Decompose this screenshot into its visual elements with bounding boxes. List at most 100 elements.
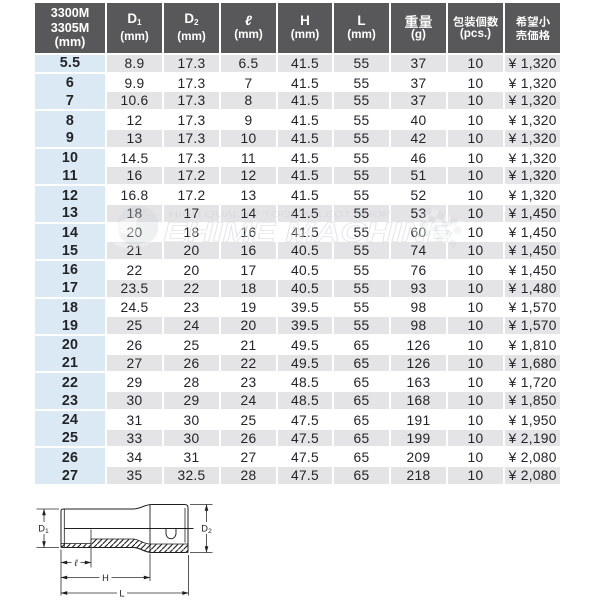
cell-h-row5: 41.5: [278, 129, 334, 149]
cell-weight-row4: 40: [391, 111, 448, 130]
cell-size-row13: 17: [35, 279, 107, 299]
cell-size-row7: 11: [35, 167, 107, 187]
cell-d2-row4: 17.3: [164, 111, 221, 130]
cell-len-row9: 55: [334, 204, 391, 224]
cell-price-row18: ¥ 1,720: [508, 375, 557, 391]
cell-weight-row6: 46: [391, 148, 448, 168]
cell-pack-row13: 10: [448, 279, 505, 299]
l-dim-label: ℓ: [73, 558, 77, 568]
cell-h-row20: 47.5: [278, 410, 334, 430]
cell-h-row23: 47.5: [278, 467, 334, 486]
cell-size-row11: 15: [35, 242, 107, 262]
cell-weight-row3: 37: [391, 92, 448, 112]
model-number: 3300M: [50, 5, 90, 20]
cell-pack-row20: 10: [448, 410, 505, 430]
cell-weight-row11: 74: [391, 242, 448, 262]
cell-price-row20: ¥ 1,950: [508, 412, 557, 428]
cell-d1-row22: 34: [107, 448, 164, 468]
cell-len-row8: 55: [334, 186, 391, 205]
cell-len-row14: 55: [334, 298, 391, 318]
cell-l-row4: 9: [221, 111, 278, 130]
cell-h-row13: 40.5: [278, 279, 334, 299]
cell-d2-row6: 17.3: [164, 148, 221, 168]
cell-h-row4: 41.5: [278, 111, 334, 130]
cell-d2-row18: 28: [164, 373, 221, 393]
cell-weight-row8: 52: [391, 186, 448, 205]
col-header-weight: (g): [391, 3, 448, 55]
cell-d2-row2: 17.3: [164, 73, 221, 93]
cell-len-row7: 55: [334, 167, 391, 187]
col-header-d1: D1 (mm): [107, 3, 164, 55]
cell-len-row20: 65: [334, 410, 391, 430]
retail-price-kanji-1: [515, 15, 550, 27]
cell-price-row13: ¥ 1,480: [505, 279, 561, 299]
col-header-size: 3300M 3305M (mm): [35, 3, 107, 55]
retail-price-kanji-glyphs-2: [515, 29, 550, 41]
spec-table: 3300M 3305M (mm) D1 (mm) D2 (mm) ℓ (mm) …: [35, 3, 561, 486]
cell-size-row3: 7: [35, 92, 107, 112]
cell-price-row5: ¥ 1,320: [505, 129, 561, 149]
cell-h-row3: 41.5: [278, 92, 334, 112]
cell-h-row1: 41.5: [278, 55, 334, 74]
d2-symbol: D2: [184, 10, 199, 27]
cell-l-row16: 21: [221, 336, 278, 355]
cell-size-row14: 18: [35, 298, 107, 318]
col-header-h: H (mm): [278, 3, 334, 55]
h-dim-label: H: [102, 573, 109, 583]
cell-price-row19: ¥ 1,850: [505, 392, 561, 411]
cell-len-row19: 65: [334, 392, 391, 411]
cell-h-row11: 40.5: [278, 242, 334, 262]
cell-d2-row23: 32.5: [164, 467, 221, 486]
cell-size-row22: 26: [35, 448, 107, 468]
cell-len-row23: 65: [334, 467, 391, 486]
cell-price-row21: ¥ 2,190: [505, 429, 561, 449]
cell-l-row19: 24: [221, 392, 278, 411]
cell-size-row6: 10: [35, 148, 107, 168]
retail-price-kanji-glyphs-1: [515, 15, 550, 27]
cell-weight-row19: 168: [391, 392, 448, 411]
table-body: 5.5 8.9 17.3 6.5 41.5 55 37 10 ¥ 1,320 6 9.9 17.3 7 4…: [35, 55, 561, 486]
col-header-d2: D2 (mm): [164, 3, 221, 55]
cell-d2-row13: 22: [164, 279, 221, 299]
cell-len-row17: 65: [334, 354, 391, 374]
ball-hole: [165, 528, 177, 540]
cell-h-row14: 39.5: [278, 298, 334, 318]
cell-size-row21: 25: [35, 429, 107, 449]
cell-price-row8: ¥ 1,320: [508, 188, 557, 203]
cell-size-row20: 24: [35, 410, 107, 430]
cell-d2-row5: 17.3: [164, 129, 221, 149]
cell-d1-row16: 26: [107, 336, 164, 355]
cell-pack-row21: 10: [448, 429, 505, 449]
cell-d2-row15: 24: [164, 317, 221, 337]
cell-price-row3: ¥ 1,320: [505, 92, 561, 112]
cell-size-row1: 5.5: [35, 55, 107, 74]
cell-pack-row15: 10: [448, 317, 505, 337]
col-header-l-depth: ℓ (mm): [221, 3, 278, 55]
package-quantity-kanji-glyphs: [453, 15, 498, 27]
cell-weight-row18: 163: [391, 373, 448, 393]
cell-d1-row12: 22: [107, 261, 164, 280]
cell-size-row9: 13: [35, 204, 107, 224]
cell-d2-row9: 17: [164, 204, 221, 224]
cell-d2-row8: 17.2: [164, 186, 221, 205]
cell-d1-row9: 18: [107, 204, 164, 224]
cell-price-row10: ¥ 1,450: [508, 225, 557, 241]
cell-l-row8: 13: [221, 186, 278, 205]
cell-d1-row6: 14.5: [107, 148, 164, 168]
cell-pack-row23: 10: [448, 467, 505, 486]
cell-pack-row6: 10: [448, 148, 505, 168]
cell-size-row17: 21: [35, 354, 107, 374]
cell-d1-row11: 21: [107, 242, 164, 262]
cell-len-row18: 65: [334, 373, 391, 393]
cell-h-row22: 47.5: [278, 448, 334, 468]
cell-h-row16: 49.5: [278, 336, 334, 355]
cell-pack-row10: 10: [448, 223, 505, 243]
cell-size-row16: 20: [35, 336, 107, 355]
cell-d2-row19: 29: [164, 392, 221, 411]
cell-d2-row16: 25: [164, 336, 221, 355]
cell-h-row10: 41.5: [278, 223, 334, 243]
cell-d2-row7: 17.2: [164, 167, 221, 187]
cell-pack-row19: 10: [448, 392, 505, 411]
cell-price-row6: ¥ 1,320: [508, 150, 557, 166]
cell-price-row7: ¥ 1,320: [505, 167, 561, 187]
